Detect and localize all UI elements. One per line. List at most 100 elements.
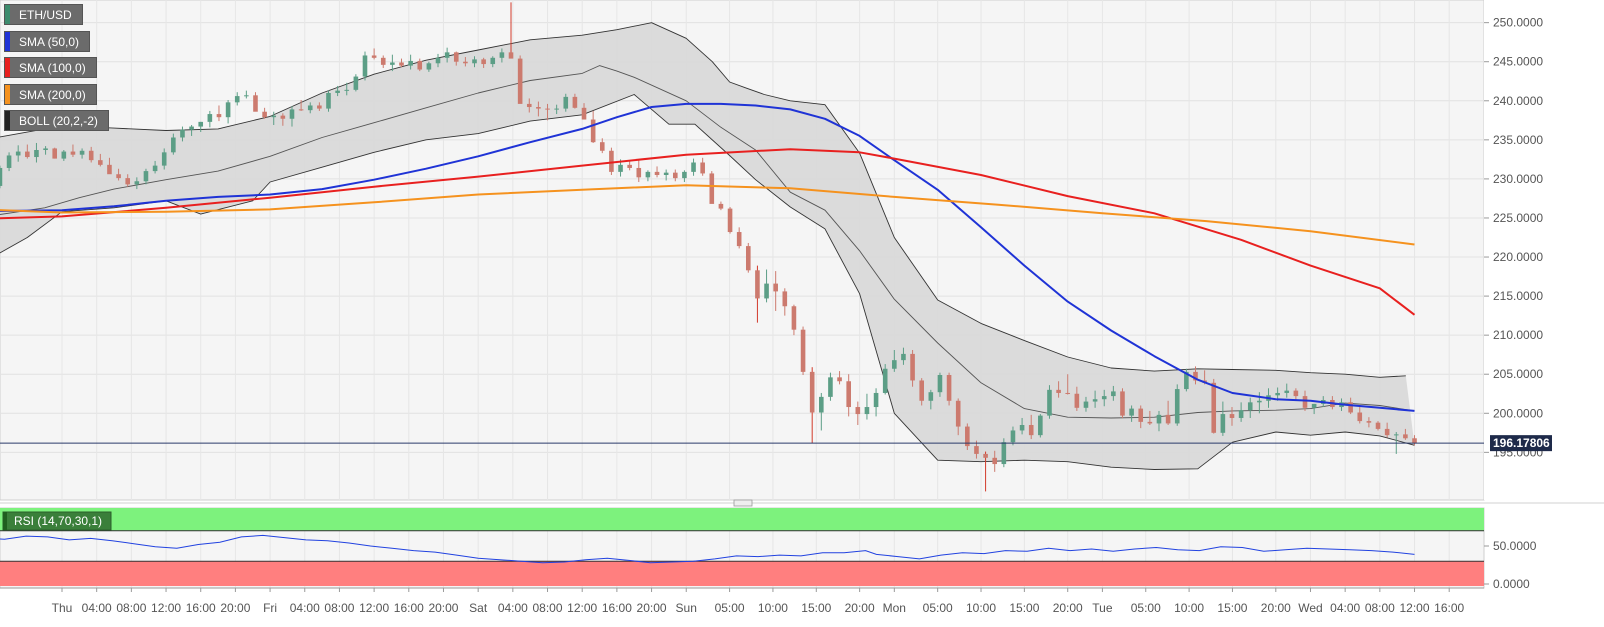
- candle-down: [125, 178, 131, 185]
- rsi-overbought-band: [0, 508, 1484, 531]
- candle-down: [526, 103, 532, 108]
- x-tick-label: 20:00: [1053, 601, 1083, 615]
- candle-up: [161, 152, 167, 166]
- candle-down: [399, 62, 404, 66]
- candle-down: [380, 57, 386, 65]
- candle-down: [116, 174, 121, 179]
- x-tick-label: 04:00: [82, 601, 112, 615]
- y-tick-label: 235.0000: [1493, 133, 1543, 147]
- x-tick-label: 20:00: [845, 601, 875, 615]
- legend-item-sma-50-0[interactable]: SMA (50,0): [4, 31, 91, 52]
- candle-up: [1019, 425, 1025, 431]
- candle-up: [171, 137, 176, 153]
- candle-up: [289, 109, 295, 119]
- candle-up: [1083, 401, 1089, 408]
- candle-up: [344, 89, 350, 91]
- legend-label: BOLL (20,2,-2): [19, 114, 98, 128]
- x-tick-label: 16:00: [1434, 601, 1464, 615]
- x-tick-label: 10:00: [1174, 601, 1204, 615]
- candle-down: [88, 150, 94, 161]
- y-tick-label: 205.0000: [1493, 367, 1543, 381]
- ma-line-sma-200-0: [0, 184, 1415, 246]
- candle-down: [262, 111, 267, 118]
- candle-down: [1120, 391, 1125, 416]
- candle-up: [15, 151, 21, 156]
- candle-down: [627, 164, 632, 168]
- legend-item-sma-200-0[interactable]: SMA (200,0): [4, 84, 97, 105]
- candle-up: [1129, 408, 1134, 416]
- candle-down: [910, 353, 915, 381]
- candle-down: [800, 329, 806, 372]
- candle-down: [955, 400, 961, 427]
- candle-up: [1111, 391, 1116, 397]
- x-tick-label: 05:00: [923, 601, 953, 615]
- candle-up: [1010, 430, 1016, 443]
- x-tick-label: 05:00: [1131, 601, 1161, 615]
- candle-up: [1238, 410, 1244, 418]
- current-price-label: 196.17806: [1493, 436, 1550, 450]
- candle-down: [736, 232, 742, 247]
- candle-up: [79, 150, 85, 155]
- candle-up: [207, 114, 213, 122]
- x-tick-label: 08:00: [116, 601, 146, 615]
- candle-up: [0, 167, 3, 186]
- y-tick-label: 250.0000: [1493, 16, 1543, 30]
- candle-down: [837, 377, 842, 382]
- candle-down: [1028, 425, 1034, 436]
- x-tick-label: 04:00: [1330, 601, 1360, 615]
- candle-up: [1092, 399, 1098, 402]
- candle-down: [1375, 422, 1381, 429]
- candle-up: [1101, 396, 1107, 400]
- candle-down: [1147, 421, 1153, 424]
- candle-up: [490, 57, 496, 65]
- candle-up: [61, 151, 67, 159]
- candle-up: [134, 181, 140, 185]
- candle-down: [1403, 434, 1408, 439]
- rsi-oversold-band: [0, 561, 1484, 586]
- candle-down: [654, 171, 660, 175]
- candle-up: [472, 59, 477, 64]
- candle-down: [983, 453, 988, 458]
- y-tick-label: 210.0000: [1493, 328, 1543, 342]
- candle-down: [453, 52, 459, 62]
- candle-up: [1038, 415, 1043, 436]
- candle-down: [1138, 408, 1144, 422]
- candle-up: [225, 102, 231, 118]
- bollinger-band-fill: [0, 22, 1415, 470]
- candle-up: [152, 165, 158, 172]
- candle-up: [873, 392, 879, 408]
- candle-down: [317, 105, 322, 109]
- candle-down: [773, 283, 778, 292]
- candle-down: [782, 291, 788, 307]
- candle-up: [444, 52, 450, 58]
- candle-down: [107, 164, 112, 175]
- candle-down: [1357, 412, 1363, 422]
- bollinger-upper-line: [0, 22, 1406, 378]
- candle-up: [180, 129, 185, 138]
- candle-down: [508, 52, 514, 59]
- x-tick-label: Fri: [263, 601, 277, 615]
- candle-down: [1056, 389, 1061, 393]
- legend-item-eth-usd[interactable]: ETH/USD: [4, 4, 83, 25]
- candle-up: [1257, 400, 1262, 403]
- x-tick-label: 08:00: [533, 601, 563, 615]
- y-tick-label: 200.0000: [1493, 406, 1543, 420]
- legend-item-sma-100-0[interactable]: SMA (100,0): [4, 57, 97, 78]
- x-tick-label: 20:00: [637, 601, 667, 615]
- current-price-badge: [1490, 435, 1552, 452]
- candle-up: [663, 172, 669, 175]
- candle-up: [864, 407, 870, 415]
- legend-item-boll-20-2-2[interactable]: BOLL (20,2,-2): [4, 110, 109, 131]
- x-tick-label: Sat: [469, 601, 488, 615]
- candle-up: [362, 55, 368, 77]
- candle-up: [353, 76, 359, 90]
- candle-up: [1156, 414, 1162, 424]
- candle-up: [143, 171, 149, 182]
- legend-swatch: [5, 32, 10, 51]
- candle-down: [599, 142, 605, 151]
- candle-down: [1293, 390, 1299, 397]
- rsi-line: [0, 534, 1415, 564]
- candle-down: [572, 96, 578, 108]
- legend-label: SMA (50,0): [19, 35, 80, 49]
